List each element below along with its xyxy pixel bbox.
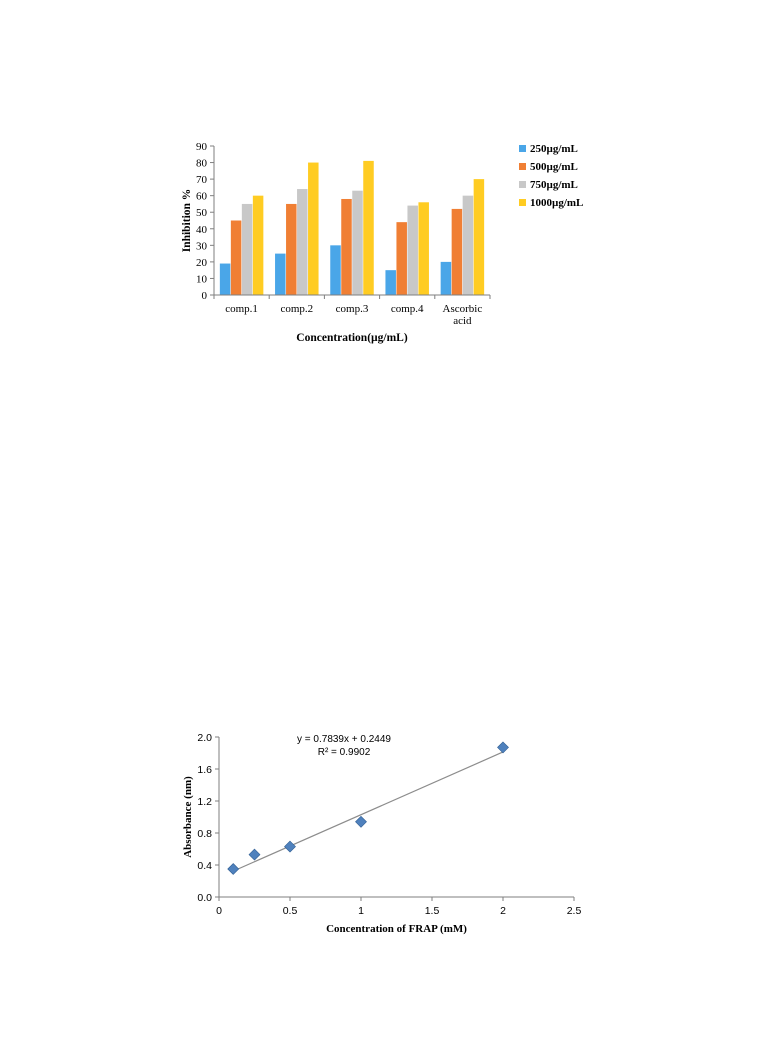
y-tick-label: 60 [196,191,208,203]
y-tick-label: 0.4 [197,860,212,872]
x-tick-label: 0.5 [283,905,298,917]
trendline [232,751,504,872]
y-tick-label: 70 [196,174,208,186]
bar [407,205,418,295]
y-tick-label: 40 [196,224,208,236]
data-point [227,863,240,875]
x-axis-title: Concentration(µg/mL) [296,332,408,344]
legend-swatch [519,163,526,170]
data-point [284,840,296,853]
r-squared-annotation: R² = 0.9902 [318,747,371,758]
x-tick-label: 1.5 [425,905,440,917]
bar [286,203,297,295]
y-tick-label: 10 [196,273,208,285]
x-tick-label: 0 [216,905,222,917]
equation-annotation: y = 0.7839x + 0.2449 [297,734,391,745]
y-tick-label: 20 [196,257,208,269]
bar [275,253,286,295]
x-tick-label: comp.4 [391,303,424,315]
legend-swatch [519,145,526,152]
frap-calibration-chart-svg: 0.0 0.4 0.8 1.2 1.6 2.0 0 0.5 1 1.5 2 2.5 y = 0.7839… [182,732,582,935]
bar [396,222,407,295]
x-tick-label: comp.3 [336,303,369,315]
inhibition-bar-chart: 0 10 20 30 40 50 60 70 80 90 comp.1 comp.2 comp.3 com… [180,138,600,348]
legend-swatch [519,199,526,206]
bar [440,261,452,295]
bar [462,195,474,295]
bar [297,189,308,295]
x-tick-label: 2.5 [567,905,582,917]
bar [241,203,253,295]
legend-swatch [519,181,526,188]
legend-label: 750µg/mL [530,179,578,191]
inhibition-bar-chart-svg: 0 10 20 30 40 50 60 70 80 90 comp.1 comp.2 comp.3 com… [181,141,583,344]
x-tick-label: 2 [500,905,506,917]
legend-label: 250µg/mL [530,143,578,155]
x-tick-label: comp.2 [280,303,313,315]
y-tick-label: 90 [196,141,208,153]
x-tick-label: 1 [358,905,364,917]
bar [219,263,231,295]
bar [385,270,396,295]
y-tick-label: 0 [202,290,208,302]
bar [330,245,341,295]
y-tick-label: 0.0 [197,892,212,904]
y-axis-title: Absorbance (nm) [182,776,194,858]
bar [418,202,429,295]
legend-label: 1000µg/mL [530,197,583,209]
data-point [355,815,367,828]
bar [473,179,485,295]
y-tick-label: 1.6 [197,764,212,776]
y-tick-label: 1.2 [197,796,212,808]
x-tick-label: comp.1 [225,303,258,315]
frap-calibration-chart: 0.0 0.4 0.8 1.2 1.6 2.0 0 0.5 1 1.5 2 2.5 y = 0.7839… [180,726,590,938]
bar [363,160,374,295]
bar [252,195,264,295]
bar [230,220,242,295]
y-axis-title: Inhibition % [181,189,193,253]
y-tick-label: 2.0 [197,732,212,744]
y-tick-label: 0.8 [197,828,212,840]
y-tick-label: 30 [196,240,208,252]
bar [341,198,352,295]
x-tick-label: Ascorbic acid [443,303,483,327]
y-tick-label: 80 [196,158,208,170]
data-point [248,848,261,861]
legend-label: 500µg/mL [530,161,578,173]
bar [308,162,319,295]
y-tick-label: 50 [196,207,208,219]
bar [451,208,463,295]
bar [352,190,363,295]
x-axis-title: Concentration of FRAP (mM) [326,923,467,935]
data-point [497,741,509,754]
